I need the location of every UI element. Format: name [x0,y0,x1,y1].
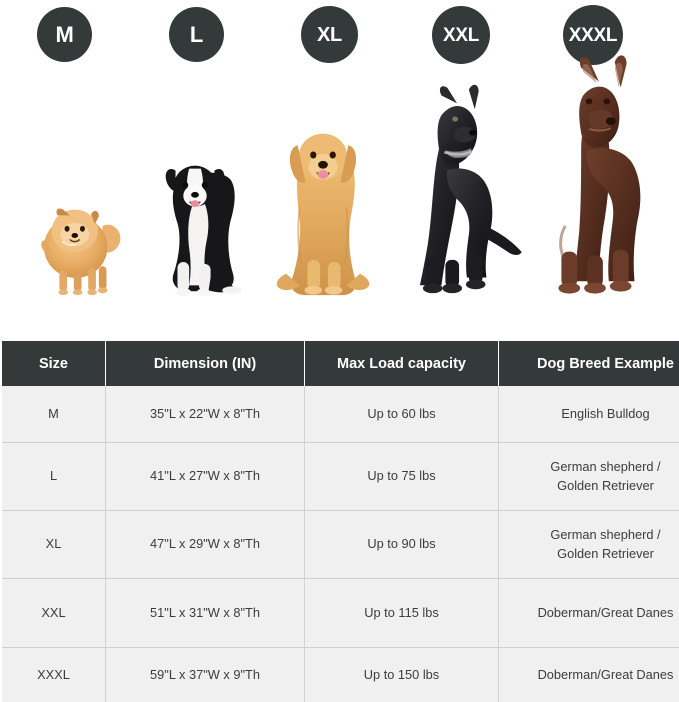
dog-image-doberman [531,52,656,299]
table-header: Size Dimension (IN) Max Load capacity Do… [2,341,679,386]
cell-dimension: 47"L x 29"W x 8"Th [106,511,305,579]
cell-max-load: Up to 115 lbs [305,579,499,648]
table-header-row: Size Dimension (IN) Max Load capacity Do… [2,341,679,386]
cell-max-load: Up to 75 lbs [305,443,499,511]
cell-max-load: Up to 60 lbs [305,386,499,443]
dog-image-great-dane [395,76,530,299]
cell-max-load: Up to 90 lbs [305,511,499,579]
cell-dog-breed: German shepherd / Golden Retriever [499,443,679,511]
cell-dog-breed: Doberman/Great Danes [499,579,679,648]
cell-dimension: 41"L x 27"W x 8"Th [106,443,305,511]
cell-dimension: 51"L x 31"W x 8"Th [106,579,305,648]
dog-illustration-row [0,0,679,330]
cell-dimension: 59"L x 37"W x 9"Th [106,648,305,702]
column-header-dimension: Dimension (IN) [106,341,305,386]
cell-dog-breed: Doberman/Great Danes [499,648,679,702]
column-header-max-load: Max Load capacity [305,341,499,386]
column-header-size: Size [2,341,106,386]
dog-image-pomeranian [33,199,130,299]
size-specification-table: Size Dimension (IN) Max Load capacity Do… [2,341,679,702]
cell-max-load: Up to 150 lbs [305,648,499,702]
cell-size: L [2,443,106,511]
dog-image-border-collie [141,153,249,299]
cell-size: M [2,386,106,443]
cell-size: XXXL [2,648,106,702]
dog-image-golden-retriever [271,118,375,299]
cell-size: XXL [2,579,106,648]
cell-dog-breed: English Bulldog [499,386,679,443]
cell-dog-breed: German shepherd / Golden Retriever [499,511,679,579]
cell-size: XL [2,511,106,579]
column-header-dog-breed: Dog Breed Example [499,341,679,386]
cell-dimension: 35"L x 22"W x 8"Th [106,386,305,443]
